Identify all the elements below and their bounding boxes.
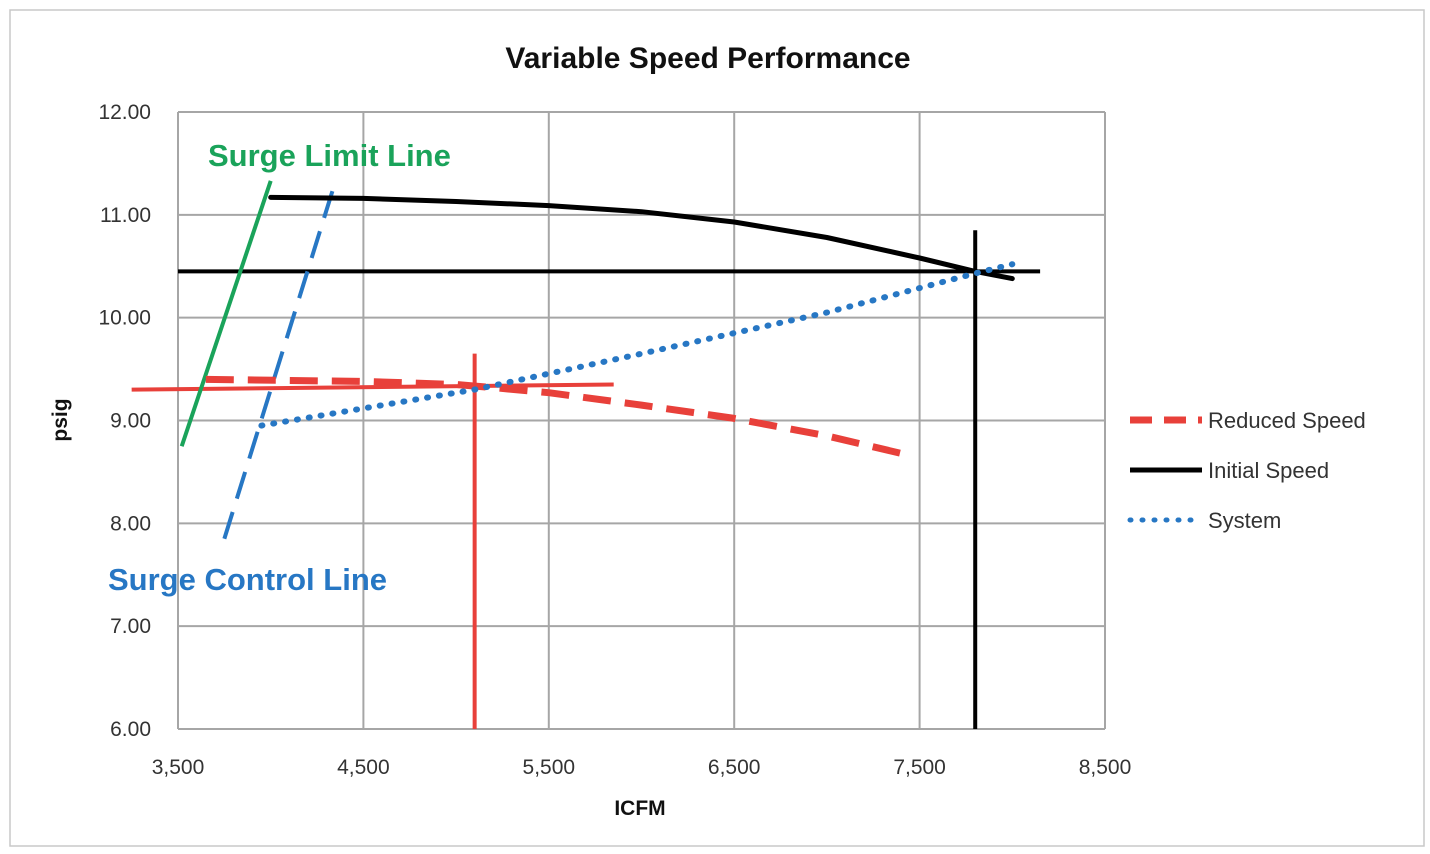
y-axis-label: psig — [49, 398, 72, 441]
y-tick-label: 11.00 — [100, 204, 151, 227]
x-tick-labels: 3,500 4,500 5,500 6,500 7,500 8,500 — [152, 756, 1132, 779]
x-tick-label: 5,500 — [523, 756, 576, 779]
reference-line-surge-limit — [179, 180, 273, 447]
x-tick-label: 6,500 — [708, 756, 761, 779]
x-tick-label: 3,500 — [152, 756, 205, 779]
chart-border — [9, 9, 1425, 847]
legend-label-reduced: Reduced Speed — [1208, 408, 1366, 433]
series-line-system — [258, 261, 1016, 429]
reference-line-reduced-h — [131, 382, 614, 392]
x-tick-label: 8,500 — [1079, 756, 1132, 779]
reference-lines — [131, 180, 1041, 729]
x-tick-label: 4,500 — [337, 756, 390, 779]
series-line-initial — [268, 194, 1015, 282]
y-tick-label: 7.00 — [110, 615, 151, 638]
y-tick-label: 10.00 — [98, 307, 151, 330]
y-tick-label: 8.00 — [110, 512, 151, 535]
grid — [177, 111, 1106, 730]
legend-label-system: System — [1208, 508, 1281, 533]
series-line-reduced — [205, 375, 902, 457]
y-tick-labels: 12.00 11.00 10.00 9.00 8.00 7.00 6.00 — [98, 101, 151, 741]
legend-label-initial: Initial Speed — [1208, 458, 1329, 483]
chart-title: Variable Speed Performance — [505, 42, 910, 75]
surge-control-annotation: Surge Control Line — [108, 562, 387, 597]
x-axis-label: ICFM — [614, 797, 665, 820]
x-tick-label: 7,500 — [893, 756, 946, 779]
y-tick-label: 9.00 — [110, 410, 151, 433]
reference-line-surge-control — [222, 180, 338, 540]
y-tick-label: 12.00 — [98, 101, 151, 124]
legend: Reduced Speed Initial Speed System — [1127, 408, 1366, 533]
surge-limit-annotation: Surge Limit Line — [208, 138, 451, 173]
y-tick-label: 6.00 — [110, 718, 151, 741]
series-lines — [205, 194, 1016, 457]
